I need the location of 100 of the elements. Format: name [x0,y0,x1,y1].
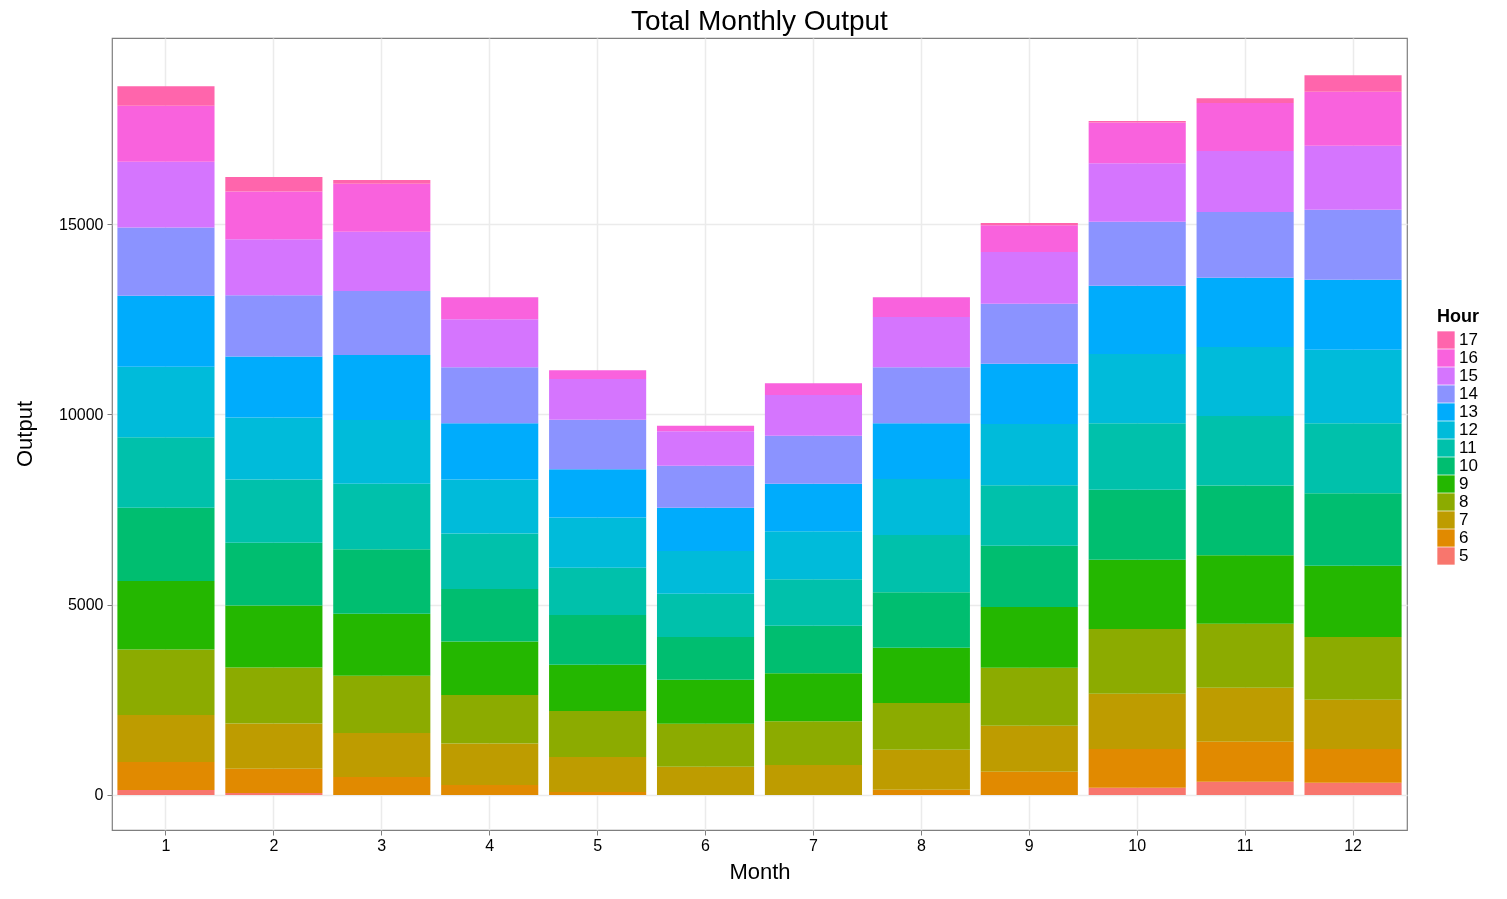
x-tick-label: 12 [1344,836,1363,854]
y-tick-label: 0 [94,786,104,804]
bar [333,355,431,421]
bar [872,702,970,750]
bar [980,545,1078,607]
bar [441,694,539,744]
y-axis-title: Output [12,400,37,468]
bar [656,766,755,795]
bar [441,423,539,480]
x-tick-label: 4 [485,836,495,854]
bar [225,723,323,769]
bar [872,479,970,536]
bar [333,420,431,484]
bar [1196,623,1294,688]
bar [1196,103,1294,152]
bar [117,86,215,106]
bar [117,507,215,582]
bar [1304,349,1402,424]
legend-label: 12 [1459,420,1478,439]
bar [441,589,539,642]
bar [1196,741,1294,782]
bar [1304,145,1402,210]
legend-label: 10 [1459,456,1478,475]
x-tick-label: 9 [1024,836,1034,854]
bar [117,761,215,791]
bar [117,437,215,508]
bar [1088,693,1186,749]
bar [872,535,970,593]
legend-title: Hour [1437,306,1479,326]
x-tick-label: 1 [161,836,171,854]
bar [764,483,863,532]
bar [333,179,431,184]
bar [1304,748,1402,783]
bar [117,366,215,438]
bar [1304,565,1402,638]
bar [764,579,863,626]
legend-label: 9 [1459,474,1469,493]
bar [764,625,863,674]
bar [1088,787,1186,795]
bar [1304,493,1402,566]
legend-label: 15 [1459,366,1478,385]
bar [1304,279,1402,350]
legend-label: 11 [1459,438,1477,457]
bar [441,641,539,695]
bar [656,637,755,680]
bar [980,771,1078,795]
bar [872,592,970,648]
bar [333,732,431,778]
bar [1088,353,1186,424]
bar [117,790,215,795]
bar [872,749,970,790]
legend-label: 8 [1459,492,1469,511]
bar [225,191,323,240]
bar [225,605,323,668]
legend-label: 5 [1459,546,1469,565]
legend-label: 6 [1459,528,1469,547]
bar [872,316,970,368]
bar [1088,629,1186,694]
y-tick-label: 5000 [67,596,104,614]
bar [980,225,1078,252]
bar [225,356,323,418]
chart-title: Total Monthly Output [631,5,889,36]
bar [764,394,863,436]
bar [980,485,1078,546]
bar [764,383,863,395]
bar [441,297,539,320]
bar [872,789,970,795]
x-tick-label: 10 [1128,836,1147,854]
bar [980,303,1078,364]
x-tick-label: 8 [916,836,926,854]
bar [1088,489,1186,560]
bar [1088,423,1186,490]
bar [980,667,1078,726]
bar [1088,163,1186,222]
bar [225,295,323,357]
bar [225,542,323,606]
y-tick-label: 10000 [59,405,104,423]
x-tick-label: 7 [809,836,819,854]
bar [980,725,1078,772]
bar [980,423,1078,486]
bar [117,227,215,296]
x-tick-label: 6 [701,836,711,854]
bar [549,517,647,568]
bar [225,417,323,480]
bar [549,419,647,470]
bar [1196,781,1294,795]
bar [980,251,1078,304]
x-tick-label: 2 [269,836,279,854]
bar [549,567,647,615]
bar [656,593,755,638]
bar [549,710,647,757]
bar [656,551,755,594]
bar [549,664,647,711]
bar [117,649,215,716]
bar [333,675,431,733]
bar [225,479,323,543]
bar [656,425,755,432]
bar [1304,782,1402,795]
bar [764,764,863,795]
bar [333,183,431,232]
